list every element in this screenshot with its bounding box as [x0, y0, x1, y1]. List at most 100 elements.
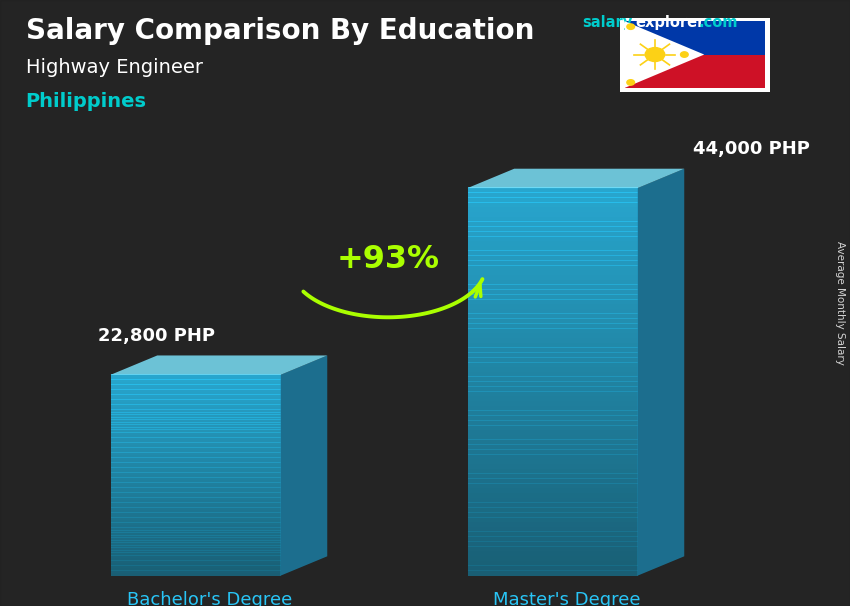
Bar — [110, 474, 280, 478]
Bar — [468, 522, 638, 527]
Bar — [110, 568, 280, 571]
Bar — [110, 439, 280, 442]
Bar — [110, 459, 280, 463]
Bar — [468, 211, 638, 217]
Bar — [110, 462, 280, 465]
Bar — [468, 498, 638, 503]
Text: Master's Degree: Master's Degree — [493, 591, 640, 606]
Bar — [468, 391, 638, 396]
Bar — [110, 535, 280, 538]
Bar — [468, 236, 638, 241]
Bar — [110, 480, 280, 483]
Bar — [625, 21, 765, 55]
Circle shape — [626, 24, 634, 29]
Bar — [468, 313, 638, 319]
Bar — [110, 525, 280, 528]
Bar — [110, 465, 280, 468]
Bar — [110, 399, 280, 402]
Bar — [110, 547, 280, 551]
Bar — [468, 473, 638, 479]
Text: +93%: +93% — [337, 244, 439, 275]
Bar — [110, 382, 280, 385]
Bar — [468, 333, 638, 338]
Bar — [110, 445, 280, 448]
Bar — [110, 467, 280, 470]
Bar — [468, 357, 638, 362]
Bar — [468, 245, 638, 251]
Bar — [110, 502, 280, 505]
Bar — [468, 371, 638, 377]
Bar — [468, 381, 638, 387]
Bar — [110, 527, 280, 530]
Bar — [468, 430, 638, 435]
Bar — [468, 275, 638, 280]
Bar — [468, 449, 638, 454]
Bar — [110, 397, 280, 400]
Bar — [468, 502, 638, 508]
Bar — [468, 541, 638, 547]
Bar — [110, 470, 280, 473]
Bar — [468, 250, 638, 256]
Bar — [468, 561, 638, 566]
Bar — [625, 55, 765, 88]
Bar — [110, 507, 280, 510]
Bar — [110, 492, 280, 495]
Bar — [110, 432, 280, 435]
Circle shape — [626, 79, 634, 85]
Bar — [110, 389, 280, 393]
Text: salary: salary — [582, 15, 632, 30]
Bar — [110, 553, 280, 556]
Bar — [468, 187, 638, 193]
Bar — [468, 517, 638, 522]
Bar — [468, 255, 638, 261]
Bar — [110, 404, 280, 407]
Bar — [468, 546, 638, 551]
Bar — [110, 422, 280, 425]
Bar — [468, 483, 638, 488]
Bar — [468, 444, 638, 450]
Bar — [110, 424, 280, 428]
Bar — [110, 538, 280, 541]
Text: Philippines: Philippines — [26, 92, 146, 111]
Bar — [468, 308, 638, 314]
Bar — [468, 270, 638, 275]
Bar — [110, 560, 280, 563]
Bar — [110, 515, 280, 518]
Bar — [110, 452, 280, 455]
Bar — [468, 386, 638, 391]
Circle shape — [681, 52, 688, 57]
Bar — [110, 558, 280, 561]
Polygon shape — [468, 168, 684, 188]
Bar — [468, 401, 638, 406]
Bar — [620, 18, 770, 92]
Bar — [110, 427, 280, 430]
Bar — [110, 384, 280, 387]
Bar — [468, 425, 638, 430]
Bar — [468, 265, 638, 270]
Bar — [110, 522, 280, 525]
Bar — [110, 435, 280, 438]
Bar — [110, 482, 280, 485]
Bar — [110, 457, 280, 460]
Bar — [468, 231, 638, 236]
Bar — [468, 464, 638, 469]
Bar — [468, 221, 638, 227]
Bar — [468, 410, 638, 416]
Bar — [468, 328, 638, 333]
Bar — [110, 512, 280, 516]
Bar — [468, 415, 638, 421]
Bar — [468, 304, 638, 309]
Bar — [468, 289, 638, 295]
Bar — [468, 439, 638, 445]
Bar — [468, 570, 638, 576]
Text: Bachelor's Degree: Bachelor's Degree — [127, 591, 292, 606]
Bar — [110, 412, 280, 415]
Bar — [468, 435, 638, 440]
Bar — [110, 472, 280, 475]
Text: 22,800 PHP: 22,800 PHP — [98, 327, 215, 345]
Bar — [468, 299, 638, 304]
Bar — [468, 284, 638, 290]
Bar — [110, 442, 280, 445]
Bar — [468, 468, 638, 474]
Bar — [468, 507, 638, 513]
